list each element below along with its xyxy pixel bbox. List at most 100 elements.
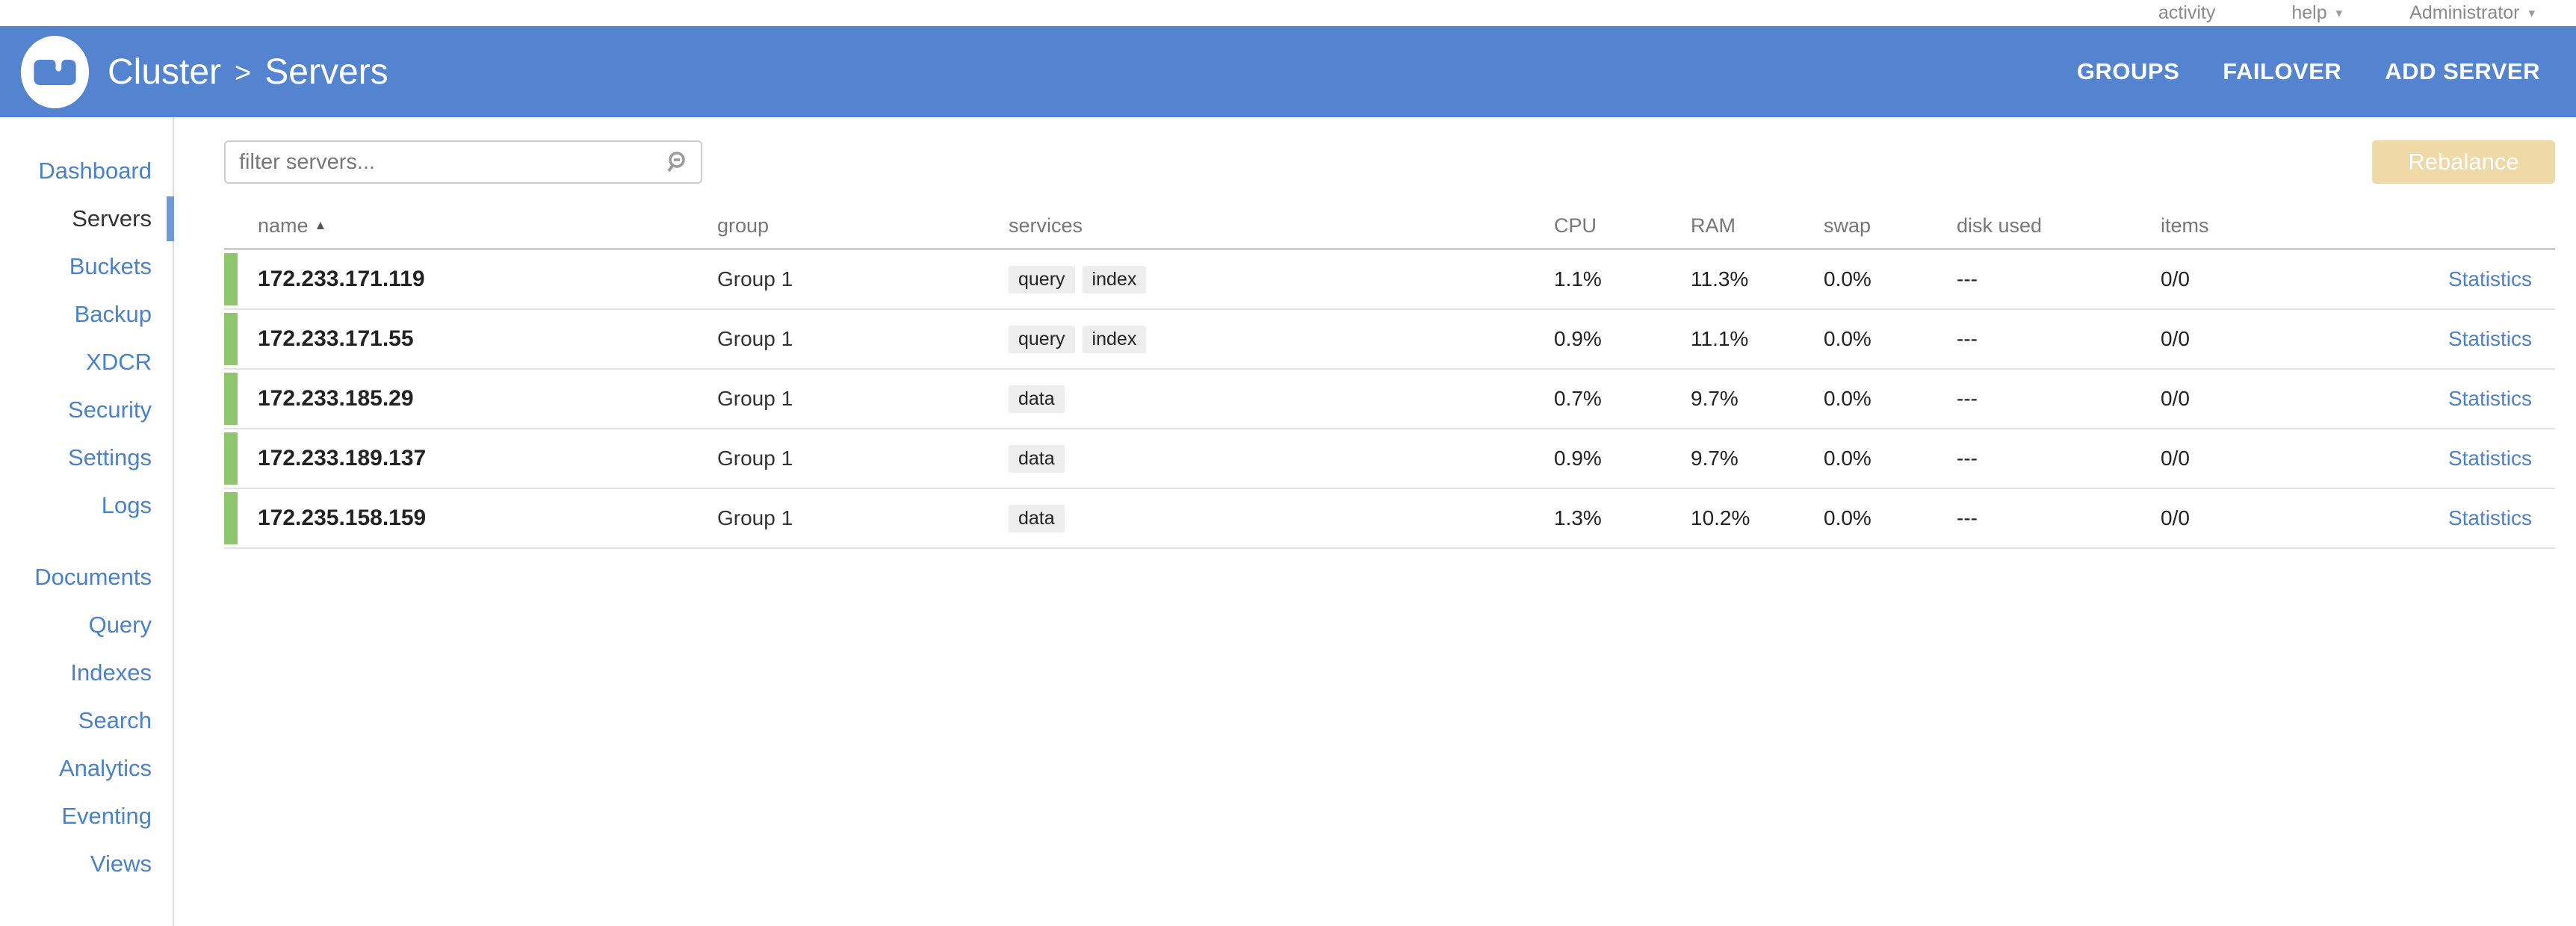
sidebar-item-dashboard[interactable]: Dashboard [0,147,173,195]
server-items: 0/0 [2161,447,2190,470]
server-items: 0/0 [2161,327,2190,350]
sidebar-item-analytics[interactable]: Analytics [0,745,173,792]
breadcrumb-page: Servers [264,52,388,92]
sidebar-item-label: Security [68,397,152,423]
servers-table-body: 172.233.171.119 Group 1 query index 1.1% … [224,250,2555,549]
sidebar-item-label: Analytics [58,755,152,781]
statistics-link[interactable]: Statistics [2447,447,2532,470]
server-cpu: 1.1% [1554,267,1602,290]
sort-ascending-icon: ▲ [314,218,327,232]
service-badge: index [1082,325,1147,353]
server-disk-used: --- [1957,387,1978,410]
sidebar-item-label: XDCR [86,349,152,375]
sidebar-item-label: Backup [74,301,152,327]
header-action-failover[interactable]: FAILOVER [2223,58,2342,84]
sidebar-item-label: Query [88,612,152,638]
column-header-items[interactable]: items [2161,214,2209,237]
sidebar-item-eventing[interactable]: Eventing [0,792,173,840]
server-ram: 9.7% [1691,387,1739,410]
server-disk-used: --- [1957,327,1978,350]
sidebar-item-label: Settings [67,444,152,470]
server-row: 172.233.171.119 Group 1 query index 1.1% … [224,250,2555,310]
server-swap: 0.0% [1824,447,1871,470]
header-action-add-server[interactable]: ADD SERVER [2385,58,2540,84]
server-swap: 0.0% [1824,327,1871,350]
server-health-bar [224,253,238,305]
rebalance-button[interactable]: Rebalance [2372,140,2555,184]
server-disk-used: --- [1957,506,1978,529]
server-row: 172.233.171.55 Group 1 query index 0.9% 1… [224,310,2555,370]
sidebar-item-buckets[interactable]: Buckets [0,243,173,290]
service-badge: data [1009,385,1065,413]
couchbase-logo-icon [20,35,90,108]
servers-toolbar: Rebalance [224,140,2555,184]
utility-link-label: Administrator [2409,2,2520,23]
server-items: 0/0 [2161,387,2190,410]
statistics-link[interactable]: Statistics [2447,267,2532,290]
column-header-swap[interactable]: swap [1824,214,1871,237]
service-badge: query [1009,265,1075,293]
column-header-disk-used[interactable]: disk used [1957,214,2043,237]
utility-link-label: help [2291,2,2327,23]
sidebar-item-logs[interactable]: Logs [0,482,173,529]
service-badge: data [1009,444,1065,473]
sidebar-item-search[interactable]: Search [0,697,173,745]
sidebar-item-backup[interactable]: Backup [0,290,173,338]
server-cpu: 0.9% [1554,447,1602,470]
server-name[interactable]: 172.233.185.29 [258,386,414,411]
column-header-cpu[interactable]: CPU [1554,214,1597,237]
server-swap: 0.0% [1824,506,1871,529]
statistics-link[interactable]: Statistics [2447,506,2532,529]
sidebar-item-label: Eventing [61,803,152,829]
utility-link-administrator[interactable]: Administrator ▾ [2409,2,2535,24]
server-name[interactable]: 172.233.171.55 [258,326,414,351]
server-cpu: 1.3% [1554,506,1602,529]
sidebar-item-settings[interactable]: Settings [0,434,173,482]
sidebar-item-servers[interactable]: Servers [0,195,174,243]
sidebar-item-views[interactable]: Views [0,840,173,888]
column-header-group[interactable]: group [717,214,770,237]
sidebar-item-security[interactable]: Security [0,386,173,434]
sidebar-item-label: Documents [34,564,152,590]
server-name[interactable]: 172.233.189.137 [258,446,427,470]
statistics-link[interactable]: Statistics [2447,327,2532,350]
server-swap: 0.0% [1824,267,1871,290]
utility-link-help[interactable]: help ▾ [2291,2,2342,24]
sidebar-item-documents[interactable]: Documents [0,553,173,601]
header-actions: GROUPS FAILOVER ADD SERVER [2077,58,2540,85]
server-row: 172.235.158.159 Group 1 data 1.3% 10.2% … [224,489,2555,549]
server-cpu: 0.7% [1554,387,1602,410]
server-cpu: 0.9% [1554,327,1602,350]
search-icon [667,152,685,173]
sidebar-primary-group: Dashboard Servers Buckets Backup [0,147,174,529]
app-header: Cluster > Servers GROUPS FAILOVER ADD SE… [0,26,2576,117]
sidebar-item-query[interactable]: Query [0,601,173,649]
breadcrumb-separator-icon: > [235,57,252,89]
server-ram: 10.2% [1691,506,1750,529]
column-header-ram[interactable]: RAM [1691,214,1736,237]
header-action-groups[interactable]: GROUPS [2076,58,2180,84]
page-title: Cluster > Servers [108,52,388,93]
server-services: data [1009,385,1554,413]
filter-field-wrap [224,140,702,184]
server-health-bar [224,373,238,425]
service-badge: data [1009,504,1065,532]
sidebar-item-indexes[interactable]: Indexes [0,649,173,697]
servers-table-header: name ▲ group services CPU RAM swap disk u… [224,184,2555,250]
statistics-link[interactable]: Statistics [2447,387,2532,410]
sidebar-item-xdcr[interactable]: XDCR [0,338,173,386]
sidebar-item-label: Buckets [69,253,152,279]
server-group: Group 1 [717,506,793,529]
server-name[interactable]: 172.233.171.119 [258,267,425,291]
server-group: Group 1 [717,327,793,350]
column-header-services[interactable]: services [1009,214,1083,237]
server-ram: 11.3% [1691,267,1749,290]
utility-link-activity[interactable]: activity [2158,2,2224,24]
chevron-down-icon: ▾ [2528,5,2535,20]
column-header-name[interactable]: name ▲ [258,214,327,237]
server-name[interactable]: 172.235.158.159 [258,506,427,530]
server-health-bar [224,313,238,365]
content-body: Dashboard Servers Buckets Backup [0,117,2576,926]
filter-servers-input[interactable] [224,140,702,184]
